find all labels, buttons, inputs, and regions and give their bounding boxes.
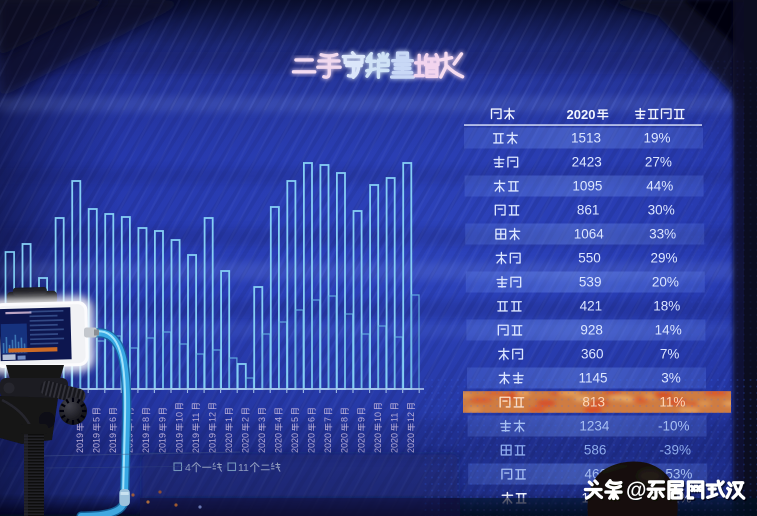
svg-text:27%: 27% bbox=[645, 155, 672, 170]
svg-text:44%: 44% bbox=[646, 179, 673, 194]
svg-text:2019: 2019 bbox=[141, 433, 151, 453]
svg-text:20%: 20% bbox=[652, 275, 679, 290]
svg-text:421: 421 bbox=[580, 299, 603, 314]
svg-text:14%: 14% bbox=[655, 323, 682, 338]
svg-text:5: 5 bbox=[92, 417, 102, 422]
svg-text:2020: 2020 bbox=[373, 433, 383, 453]
svg-text:2020: 2020 bbox=[307, 433, 317, 453]
svg-text:11: 11 bbox=[389, 413, 399, 422]
svg-text:539: 539 bbox=[579, 275, 602, 290]
svg-text:3: 3 bbox=[257, 417, 267, 422]
svg-text:2019: 2019 bbox=[108, 433, 118, 453]
svg-text:7%: 7% bbox=[660, 347, 680, 362]
svg-text:2020: 2020 bbox=[567, 107, 596, 122]
svg-text:9: 9 bbox=[356, 417, 366, 422]
svg-text:8: 8 bbox=[141, 417, 151, 422]
svg-text:360: 360 bbox=[581, 347, 604, 362]
svg-text:2020: 2020 bbox=[224, 433, 234, 453]
svg-text:2423: 2423 bbox=[572, 155, 602, 170]
svg-text:5: 5 bbox=[290, 417, 300, 422]
svg-text:2020: 2020 bbox=[274, 433, 284, 453]
svg-text:7: 7 bbox=[323, 417, 333, 422]
svg-text:2019: 2019 bbox=[174, 433, 184, 453]
svg-text:8: 8 bbox=[340, 417, 350, 422]
svg-text:2019: 2019 bbox=[92, 433, 102, 453]
svg-text:1095: 1095 bbox=[572, 179, 602, 194]
svg-text:2020: 2020 bbox=[241, 433, 251, 453]
svg-text:2020: 2020 bbox=[406, 433, 416, 453]
svg-text:33%: 33% bbox=[649, 227, 676, 242]
svg-text:6: 6 bbox=[108, 417, 118, 422]
svg-text:9: 9 bbox=[158, 417, 168, 422]
svg-text:1513: 1513 bbox=[571, 131, 601, 146]
svg-text:12: 12 bbox=[207, 412, 217, 422]
svg-text:2019: 2019 bbox=[158, 433, 168, 453]
svg-text:11: 11 bbox=[191, 413, 201, 422]
svg-text:2019: 2019 bbox=[191, 433, 201, 453]
svg-text:12: 12 bbox=[406, 412, 416, 422]
svg-text:1064: 1064 bbox=[574, 227, 605, 242]
svg-text:10: 10 bbox=[174, 412, 184, 422]
svg-text:2020: 2020 bbox=[356, 433, 366, 453]
svg-text:30%: 30% bbox=[648, 203, 675, 218]
svg-text:550: 550 bbox=[578, 251, 601, 266]
svg-text:18%: 18% bbox=[653, 299, 680, 314]
svg-text:19%: 19% bbox=[643, 131, 670, 146]
svg-text:2020: 2020 bbox=[340, 433, 350, 453]
svg-text:1: 1 bbox=[224, 417, 234, 422]
svg-text:2019: 2019 bbox=[207, 433, 217, 453]
svg-text:@: @ bbox=[627, 480, 647, 503]
svg-text:2: 2 bbox=[241, 417, 251, 422]
svg-text:2020: 2020 bbox=[257, 433, 267, 453]
svg-text:@: @ bbox=[626, 479, 646, 502]
svg-text:4: 4 bbox=[274, 417, 284, 422]
svg-text:861: 861 bbox=[577, 203, 600, 218]
svg-text:2020: 2020 bbox=[323, 433, 333, 453]
svg-text:2020: 2020 bbox=[290, 433, 300, 453]
svg-text:29%: 29% bbox=[650, 251, 677, 266]
svg-text:10: 10 bbox=[373, 412, 383, 422]
svg-text:928: 928 bbox=[580, 323, 603, 338]
svg-text:6: 6 bbox=[307, 417, 317, 422]
svg-text:2020: 2020 bbox=[389, 433, 399, 453]
svg-text:2019: 2019 bbox=[75, 433, 85, 453]
